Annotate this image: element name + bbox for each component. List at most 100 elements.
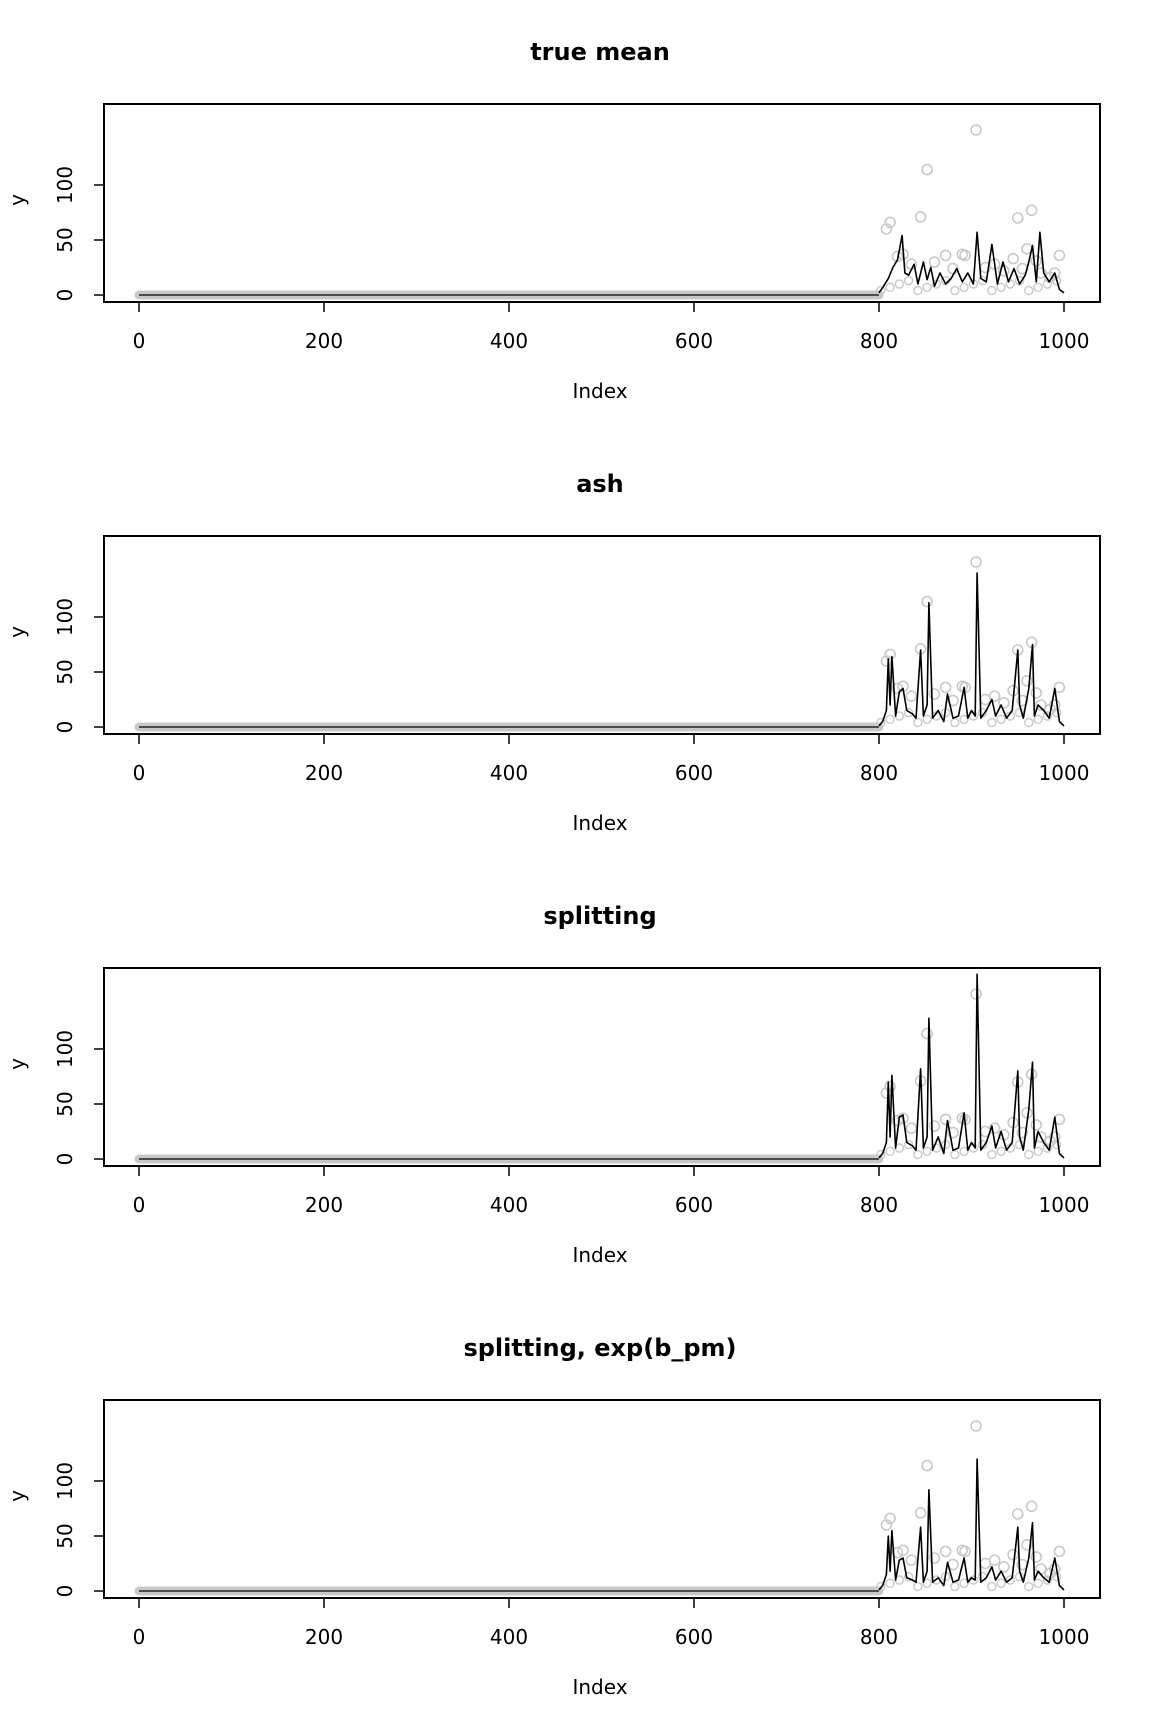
x-tick-label: 200 <box>305 1625 343 1649</box>
observed-point <box>914 1507 927 1519</box>
observed-point <box>903 1140 914 1150</box>
observed-point <box>996 714 1006 724</box>
observed-point <box>891 1546 904 1559</box>
x-tick-label: 1000 <box>1039 761 1090 785</box>
observed-point <box>885 714 895 724</box>
x-tick-label: 600 <box>675 1193 713 1217</box>
observed-point <box>950 1149 960 1160</box>
y-axis-label: y <box>5 194 29 206</box>
observed-point <box>998 1560 1010 1573</box>
chart-title: splitting, exp(b_pm) <box>463 1334 736 1362</box>
x-axis-label: Index <box>572 1675 627 1699</box>
observed-point <box>928 1552 941 1564</box>
observed-point <box>884 216 896 229</box>
observed-point <box>880 223 893 235</box>
observed-point <box>885 1578 895 1588</box>
y-axis-label: y <box>5 1490 29 1502</box>
observed-point <box>947 1126 959 1139</box>
observed-point <box>959 1146 969 1156</box>
observed-point <box>876 717 886 728</box>
y-axis-label: y <box>5 1058 29 1070</box>
observed-point <box>913 717 923 728</box>
observed-point <box>1025 204 1038 217</box>
observed-point <box>928 688 941 700</box>
observed-point <box>939 681 952 694</box>
observed-point <box>1021 675 1033 687</box>
observed-point <box>905 690 918 703</box>
observed-point <box>1048 267 1061 279</box>
observed-point <box>987 285 997 296</box>
x-tick-label: 0 <box>133 329 146 353</box>
y-tick-label: 0 <box>53 721 77 734</box>
fitted-line <box>878 973 1065 1159</box>
observed-point <box>1024 717 1034 728</box>
y-tick-label: 50 <box>53 1091 77 1116</box>
observed-point <box>876 285 886 296</box>
fitted-line <box>878 572 1065 727</box>
plot-frame <box>103 103 1101 303</box>
observed-point <box>1033 282 1043 292</box>
plot-area <box>94 1399 1101 1608</box>
y-tick-label: 50 <box>53 1523 77 1548</box>
x-tick-label: 600 <box>675 1625 713 1649</box>
plot-frame <box>103 535 1101 735</box>
observed-point <box>1051 708 1062 718</box>
observed-point <box>988 1554 1001 1567</box>
observed-point <box>880 1519 893 1531</box>
observed-point <box>987 717 997 728</box>
observed-point <box>903 708 914 718</box>
observed-point <box>1048 699 1061 711</box>
x-tick-label: 0 <box>133 761 146 785</box>
fitted-line <box>878 1458 1065 1591</box>
x-tick-label: 1000 <box>1039 1193 1090 1217</box>
observed-point <box>885 1146 895 1156</box>
x-tick-label: 200 <box>305 1193 343 1217</box>
x-tick-label: 0 <box>133 1625 146 1649</box>
observed-point <box>891 250 904 263</box>
observed-point <box>928 256 941 268</box>
x-tick-label: 200 <box>305 761 343 785</box>
chart-title: true mean <box>530 38 670 66</box>
observed-point <box>905 1554 918 1567</box>
x-axis-label: Index <box>572 379 627 403</box>
plot-area <box>94 967 1101 1176</box>
chart-panel-ash: ash Index y 0 200 400 600 800 1000 0 50 … <box>0 432 1152 864</box>
x-tick-label: 400 <box>490 329 528 353</box>
x-tick-label: 400 <box>490 1625 528 1649</box>
x-tick-label: 200 <box>305 329 343 353</box>
observed-point <box>950 1581 960 1592</box>
observed-point <box>1025 1500 1038 1513</box>
observed-point <box>1048 1131 1061 1143</box>
observed-point <box>1033 1146 1043 1156</box>
observed-point <box>1048 1563 1061 1575</box>
observed-point <box>1007 1548 1019 1561</box>
observed-point <box>1016 694 1029 707</box>
observed-point <box>996 282 1006 292</box>
observed-point <box>996 1146 1006 1156</box>
observed-point <box>905 1122 918 1135</box>
chart-title: splitting <box>543 902 656 930</box>
observed-point <box>970 1420 982 1432</box>
observed-point <box>1053 249 1066 262</box>
observed-point <box>1011 212 1024 224</box>
observed-point <box>959 282 969 292</box>
observed-point <box>959 1545 971 1558</box>
y-tick-label: 50 <box>53 659 77 684</box>
observed-point <box>950 717 960 728</box>
observed-point <box>876 1581 886 1592</box>
observed-point <box>921 1459 933 1472</box>
observed-point <box>970 124 982 136</box>
observed-point <box>1030 1119 1043 1131</box>
observed-point <box>1033 1578 1043 1588</box>
chart-ash: ash Index y 0 200 400 600 800 1000 0 50 … <box>5 470 1101 835</box>
observed-point <box>921 1027 933 1040</box>
plot-area <box>94 103 1101 312</box>
observed-point <box>959 1578 969 1588</box>
x-tick-label: 400 <box>490 761 528 785</box>
plot-area <box>94 535 1101 744</box>
observed-point <box>988 690 1001 703</box>
observed-point <box>1024 1149 1034 1160</box>
y-tick-label: 0 <box>53 1585 77 1598</box>
chart-panel-true-mean: true mean Index y 0 200 400 600 800 1000… <box>0 0 1152 432</box>
observed-point <box>1005 279 1016 289</box>
